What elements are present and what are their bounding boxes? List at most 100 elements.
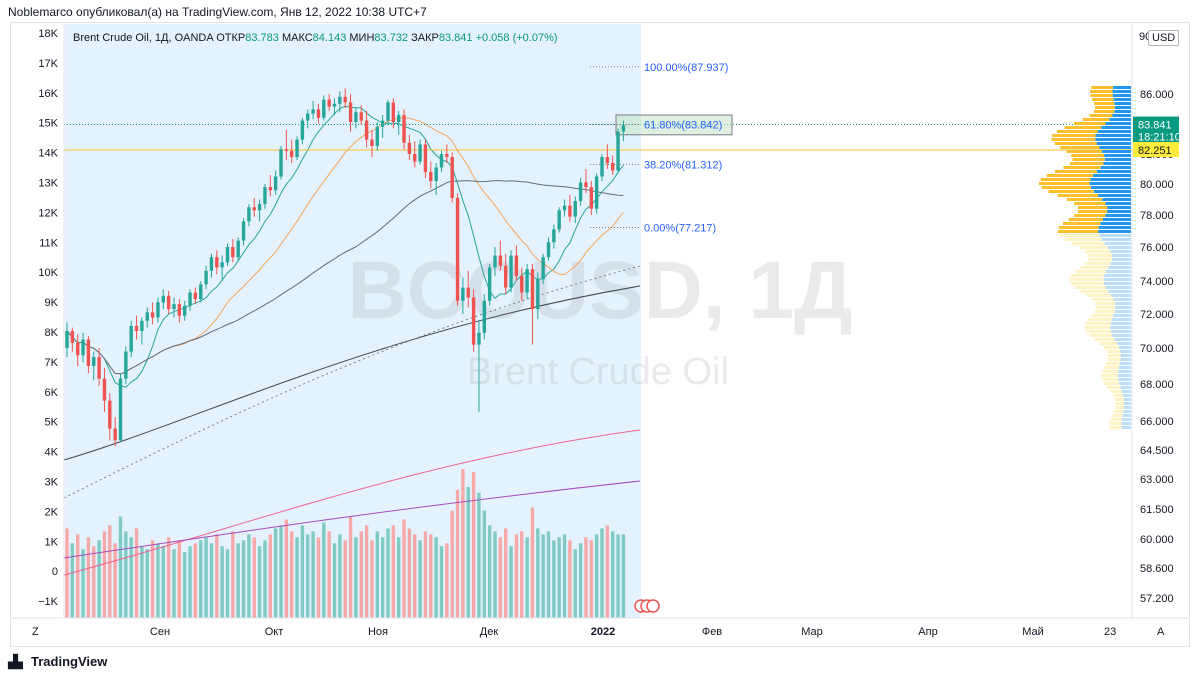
volume-bar (471, 471, 476, 618)
volume-bar (241, 540, 246, 618)
volume-bar (536, 528, 540, 618)
volume-bar (252, 537, 256, 618)
price-axis-tick: 80.000 (1140, 179, 1174, 191)
volume-bar (455, 489, 460, 618)
volume-profile-bar (1113, 298, 1131, 301)
volume-bar (348, 516, 353, 618)
volume-bar (140, 546, 144, 618)
candle-body (541, 257, 545, 280)
volume-bar (557, 537, 561, 618)
candle-body (370, 139, 374, 146)
volume-bar (306, 534, 310, 618)
volume-bar (215, 534, 219, 618)
publisher-line: Noblemarco опубликовал(а) на TradingView… (8, 5, 427, 19)
volume-bar (343, 540, 347, 618)
volume-bar (209, 543, 214, 618)
volume-profile-bar (1112, 114, 1131, 117)
currency-button[interactable]: USD (1148, 30, 1180, 46)
economic-event-icon (646, 599, 660, 613)
zoom-toggle-button[interactable]: Z (32, 626, 39, 638)
volume-profile-bar (1094, 338, 1115, 341)
candle-body (332, 103, 337, 107)
candle-body (487, 267, 492, 301)
candle-body (477, 332, 481, 345)
volume-axis-tick: 13K (38, 178, 58, 190)
volume-profile-bar (1040, 178, 1091, 181)
volume-profile-bar (1080, 266, 1109, 269)
candle-body (568, 205, 572, 217)
tradingview-logo[interactable]: ▟▖ TradingView (8, 654, 107, 670)
volume-profile-bar (1069, 278, 1104, 281)
watermark-name: Brent Crude Oil (467, 351, 729, 393)
volume-profile-bar (1071, 154, 1105, 157)
volume-profile-bar (1123, 406, 1131, 409)
volume-bar (76, 534, 80, 618)
volume-bar (504, 528, 508, 618)
candle-body (359, 112, 363, 121)
candle-body (81, 339, 85, 356)
volume-profile-bar (1113, 314, 1131, 317)
price-axis-tick: 74.000 (1140, 276, 1174, 288)
candle-body (252, 207, 256, 211)
auto-scale-button[interactable]: A (1157, 626, 1165, 638)
candle-body (166, 295, 171, 310)
candle-body (594, 176, 599, 209)
volume-profile-bar (1115, 398, 1124, 401)
volume-profile-bar (1103, 346, 1119, 349)
candle-body (129, 325, 133, 352)
candle-body (183, 305, 187, 316)
volume-axis-tick: 9K (45, 297, 59, 309)
tradingview-logo-icon: ▟▖ (8, 654, 28, 669)
volume-axis-tick: 2K (45, 506, 59, 518)
volume-profile-bar (1113, 394, 1123, 397)
candle-body (156, 302, 160, 318)
volume-profile-bar (1092, 298, 1114, 301)
volume-profile-bar (1093, 174, 1131, 177)
footer: ▟▖ TradingView (0, 648, 1200, 675)
volume-profile-bar (1114, 110, 1131, 113)
candle-body (204, 270, 208, 285)
volume-bar (290, 531, 294, 618)
yellow-price-badge (1133, 141, 1179, 157)
volume-bar (166, 537, 171, 618)
fib-level-label: 0.00%(77.217) (644, 223, 716, 235)
volume-bar (193, 543, 198, 618)
candle-body (525, 269, 529, 293)
volume-bar (509, 546, 513, 618)
candle-body (97, 357, 101, 379)
volume-profile-bar (1057, 230, 1099, 233)
volume-profile-bar (1102, 198, 1131, 201)
volume-profile-bar (1096, 306, 1116, 309)
volume-profile-bar (1104, 274, 1131, 277)
candle-body (150, 312, 155, 318)
volume-profile-bar (1112, 414, 1123, 417)
volume-bar (199, 540, 203, 618)
volume-profile-bar (1124, 402, 1131, 405)
volume-bar (108, 525, 112, 618)
volume-profile-bar (1105, 286, 1131, 289)
candle-body (600, 157, 604, 177)
legend-high-label: МАКС (281, 32, 313, 44)
volume-profile-bar (1090, 186, 1131, 189)
volume-bar (359, 531, 363, 618)
volume-bar (397, 537, 401, 618)
candle-body (450, 157, 454, 198)
volume-bar (578, 543, 583, 618)
selected-range-highlight (65, 24, 641, 618)
price-axis-tick: 78.000 (1140, 210, 1174, 222)
candle-body (605, 157, 610, 163)
volume-bar (546, 531, 551, 618)
volume-axis-tick: 11K (39, 237, 58, 249)
volume-profile-bar (1097, 130, 1131, 133)
volume-bar (482, 510, 486, 618)
legend-open-label: ОТКР (216, 32, 246, 44)
candle-body (268, 187, 272, 191)
volume-bar (354, 537, 358, 618)
volume-profile-bar (1117, 374, 1131, 377)
candle-body (193, 292, 198, 300)
volume-profile-bar (1116, 342, 1131, 345)
volume-profile-bar (1071, 274, 1105, 277)
volume-profile-bar (1075, 270, 1106, 273)
candle-body (407, 142, 412, 154)
